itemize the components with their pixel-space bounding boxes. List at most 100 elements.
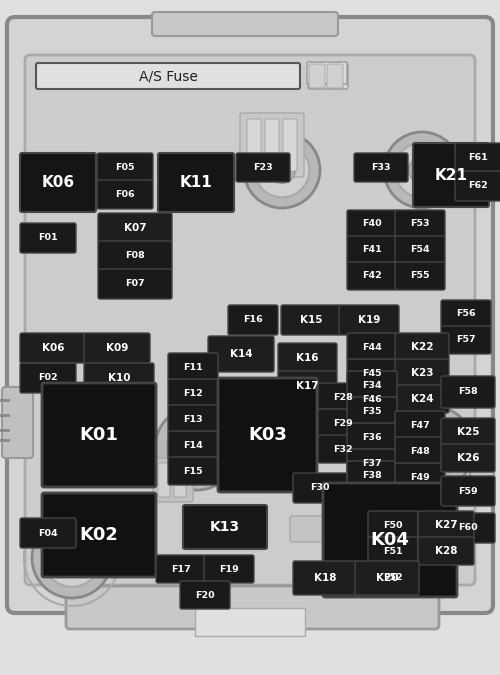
FancyBboxPatch shape: [318, 435, 368, 463]
FancyBboxPatch shape: [308, 63, 348, 89]
Text: F48: F48: [410, 446, 430, 456]
FancyBboxPatch shape: [293, 473, 347, 503]
Text: F46: F46: [362, 394, 382, 404]
FancyBboxPatch shape: [470, 438, 494, 502]
Text: F54: F54: [410, 246, 430, 254]
FancyBboxPatch shape: [347, 210, 397, 238]
Text: K06: K06: [42, 175, 74, 190]
FancyBboxPatch shape: [42, 493, 156, 577]
Text: F34: F34: [362, 381, 382, 389]
FancyBboxPatch shape: [153, 458, 193, 502]
Circle shape: [384, 132, 460, 208]
FancyBboxPatch shape: [347, 397, 397, 425]
FancyBboxPatch shape: [347, 423, 397, 451]
FancyBboxPatch shape: [20, 518, 76, 548]
Circle shape: [394, 142, 450, 197]
FancyBboxPatch shape: [309, 64, 325, 88]
Text: F14: F14: [183, 441, 203, 450]
FancyBboxPatch shape: [355, 561, 419, 595]
Text: K14: K14: [230, 349, 252, 359]
FancyBboxPatch shape: [290, 516, 424, 542]
Text: F12: F12: [183, 389, 203, 398]
FancyBboxPatch shape: [66, 586, 439, 629]
Text: F30: F30: [310, 483, 330, 493]
Text: F11: F11: [183, 362, 203, 371]
Text: K07: K07: [124, 223, 146, 233]
FancyBboxPatch shape: [395, 463, 445, 491]
Text: F51: F51: [383, 547, 403, 556]
Text: F06: F06: [115, 190, 135, 199]
FancyBboxPatch shape: [347, 385, 397, 413]
FancyBboxPatch shape: [441, 376, 495, 408]
FancyBboxPatch shape: [395, 411, 445, 439]
FancyBboxPatch shape: [204, 555, 254, 583]
FancyBboxPatch shape: [293, 561, 357, 595]
FancyBboxPatch shape: [307, 62, 347, 84]
FancyBboxPatch shape: [281, 305, 341, 335]
Circle shape: [402, 418, 462, 479]
FancyBboxPatch shape: [36, 63, 300, 89]
Text: K13: K13: [210, 520, 240, 534]
FancyBboxPatch shape: [323, 483, 457, 597]
Text: F01: F01: [38, 234, 58, 242]
FancyBboxPatch shape: [318, 409, 368, 437]
Text: K01: K01: [80, 426, 118, 444]
Text: F32: F32: [333, 445, 353, 454]
FancyBboxPatch shape: [25, 55, 475, 585]
Text: K17: K17: [296, 381, 319, 391]
Text: K28: K28: [435, 546, 457, 556]
Text: K24: K24: [410, 394, 434, 404]
Circle shape: [408, 157, 436, 184]
FancyBboxPatch shape: [168, 457, 218, 485]
FancyBboxPatch shape: [395, 359, 449, 387]
Text: A/S Fuse: A/S Fuse: [138, 69, 198, 83]
FancyBboxPatch shape: [97, 180, 153, 209]
Text: F20: F20: [195, 591, 215, 599]
FancyBboxPatch shape: [395, 236, 445, 264]
FancyBboxPatch shape: [168, 379, 218, 407]
FancyBboxPatch shape: [395, 262, 445, 290]
Text: F59: F59: [458, 487, 478, 495]
FancyBboxPatch shape: [168, 431, 218, 459]
FancyBboxPatch shape: [7, 17, 493, 613]
FancyBboxPatch shape: [218, 378, 317, 492]
FancyBboxPatch shape: [347, 461, 397, 489]
FancyBboxPatch shape: [368, 537, 418, 565]
Text: K02: K02: [80, 526, 118, 544]
FancyBboxPatch shape: [339, 305, 399, 335]
FancyBboxPatch shape: [455, 143, 500, 173]
FancyBboxPatch shape: [98, 269, 172, 299]
Text: F23: F23: [253, 163, 273, 172]
Text: F49: F49: [410, 472, 430, 481]
FancyBboxPatch shape: [418, 511, 474, 539]
Text: K27: K27: [434, 520, 458, 530]
FancyBboxPatch shape: [20, 153, 96, 212]
Text: K19: K19: [358, 315, 380, 325]
Text: F42: F42: [362, 271, 382, 281]
FancyBboxPatch shape: [413, 143, 489, 207]
Text: F52: F52: [383, 572, 403, 581]
FancyBboxPatch shape: [152, 12, 338, 36]
Text: F58: F58: [458, 387, 478, 396]
Text: F57: F57: [456, 335, 476, 344]
FancyBboxPatch shape: [347, 449, 397, 477]
FancyBboxPatch shape: [455, 171, 500, 201]
FancyBboxPatch shape: [395, 333, 449, 361]
Text: K23: K23: [411, 368, 433, 378]
Text: K21: K21: [434, 167, 468, 182]
Text: F35: F35: [362, 406, 382, 416]
Text: F15: F15: [183, 466, 203, 475]
Text: K22: K22: [411, 342, 433, 352]
FancyBboxPatch shape: [347, 359, 397, 387]
Text: F13: F13: [183, 414, 203, 423]
Text: F19: F19: [219, 564, 239, 574]
Text: F36: F36: [362, 433, 382, 441]
FancyBboxPatch shape: [20, 333, 86, 363]
Circle shape: [254, 142, 310, 197]
Circle shape: [268, 157, 295, 184]
FancyBboxPatch shape: [418, 537, 474, 565]
FancyBboxPatch shape: [278, 343, 337, 373]
FancyBboxPatch shape: [441, 326, 491, 354]
Text: F05: F05: [115, 163, 135, 172]
Text: F62: F62: [468, 182, 488, 190]
